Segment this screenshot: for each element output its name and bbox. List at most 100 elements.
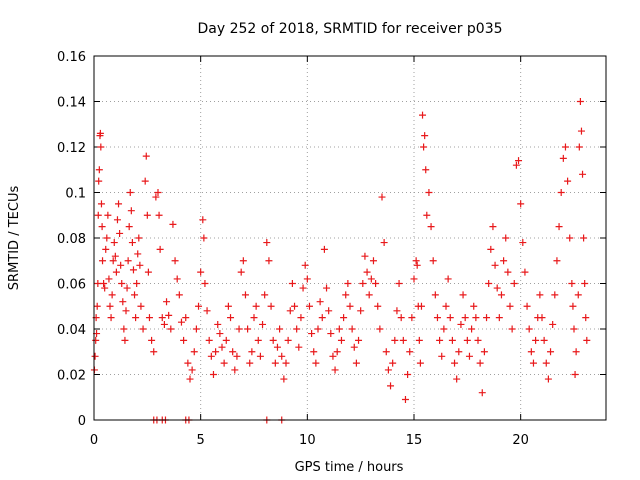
data-point	[127, 207, 135, 215]
data-point	[152, 193, 160, 201]
data-point	[355, 336, 363, 344]
data-point	[555, 223, 563, 231]
data-point	[579, 170, 587, 178]
data-point	[408, 314, 416, 322]
data-point	[517, 200, 525, 208]
data-point	[235, 325, 243, 333]
y-tick-label: 0	[78, 414, 86, 429]
data-point	[165, 311, 173, 319]
data-point	[201, 280, 209, 287]
data-point	[112, 268, 120, 276]
data-point	[278, 352, 286, 360]
data-point	[227, 314, 235, 322]
data-point	[510, 280, 518, 287]
data-point	[116, 229, 124, 237]
data-point	[282, 359, 290, 367]
data-point	[416, 359, 424, 367]
data-point	[523, 302, 531, 310]
data-point	[169, 220, 177, 228]
data-point	[136, 261, 144, 269]
data-point	[582, 314, 590, 322]
data-point	[305, 302, 313, 310]
data-point	[515, 157, 523, 165]
data-point	[363, 268, 371, 276]
data-point	[239, 257, 247, 265]
data-point	[237, 268, 245, 276]
data-point	[327, 330, 335, 338]
data-point	[199, 216, 207, 224]
x-tick-label: 0	[90, 433, 98, 448]
data-point	[532, 336, 540, 344]
y-axis-label: SRMTID / TECUs	[7, 186, 22, 291]
x-axis-label: GPS time / hours	[295, 460, 404, 475]
data-point	[218, 343, 226, 351]
data-point	[365, 291, 373, 299]
data-point	[231, 366, 239, 374]
data-point	[374, 302, 382, 310]
data-point	[197, 268, 205, 276]
data-point	[564, 177, 572, 185]
data-point	[519, 239, 527, 247]
data-point	[263, 239, 271, 247]
data-point	[92, 336, 100, 344]
data-point	[497, 291, 505, 299]
data-point	[581, 280, 589, 287]
data-point	[145, 314, 153, 322]
data-point	[415, 336, 423, 344]
data-point	[525, 325, 533, 333]
data-point	[348, 325, 356, 333]
data-point	[98, 223, 106, 231]
data-point	[427, 223, 435, 231]
data-point	[413, 261, 421, 269]
data-point	[94, 211, 102, 219]
data-point	[158, 314, 166, 322]
data-point	[344, 280, 352, 287]
data-point	[350, 343, 358, 351]
data-point	[118, 280, 126, 287]
data-point	[472, 314, 480, 322]
data-point	[389, 359, 397, 367]
data-point	[420, 143, 428, 151]
data-point	[323, 284, 331, 292]
data-point	[372, 280, 380, 287]
data-point	[173, 275, 181, 283]
data-point	[224, 302, 232, 310]
data-point	[126, 189, 134, 196]
data-point	[387, 382, 395, 390]
data-point	[295, 343, 303, 351]
y-tick-label: 0.16	[57, 50, 86, 65]
data-point	[506, 302, 514, 310]
data-point	[438, 352, 446, 360]
data-point	[451, 359, 459, 367]
data-point	[96, 129, 104, 137]
data-point	[139, 325, 147, 333]
data-point	[369, 257, 377, 265]
data-point	[314, 325, 322, 333]
data-point	[288, 280, 296, 287]
data-point	[214, 320, 222, 328]
data-point	[175, 291, 183, 299]
data-point	[190, 348, 198, 356]
data-point	[95, 177, 103, 185]
data-point	[141, 177, 149, 185]
data-point	[120, 325, 128, 333]
data-point	[200, 234, 208, 242]
data-point	[297, 314, 305, 322]
data-point	[448, 336, 456, 344]
data-point	[299, 284, 307, 292]
data-point	[105, 275, 113, 283]
data-point	[252, 302, 260, 310]
data-point	[160, 320, 168, 328]
data-point	[250, 314, 258, 322]
data-point	[163, 298, 171, 306]
data-point	[457, 320, 465, 328]
data-point	[150, 348, 158, 356]
data-point	[401, 396, 409, 404]
data-point	[273, 343, 281, 351]
plot-border	[93, 55, 607, 421]
data-point	[391, 336, 399, 344]
data-point	[453, 375, 461, 383]
data-point	[335, 325, 343, 333]
data-point	[205, 336, 213, 344]
